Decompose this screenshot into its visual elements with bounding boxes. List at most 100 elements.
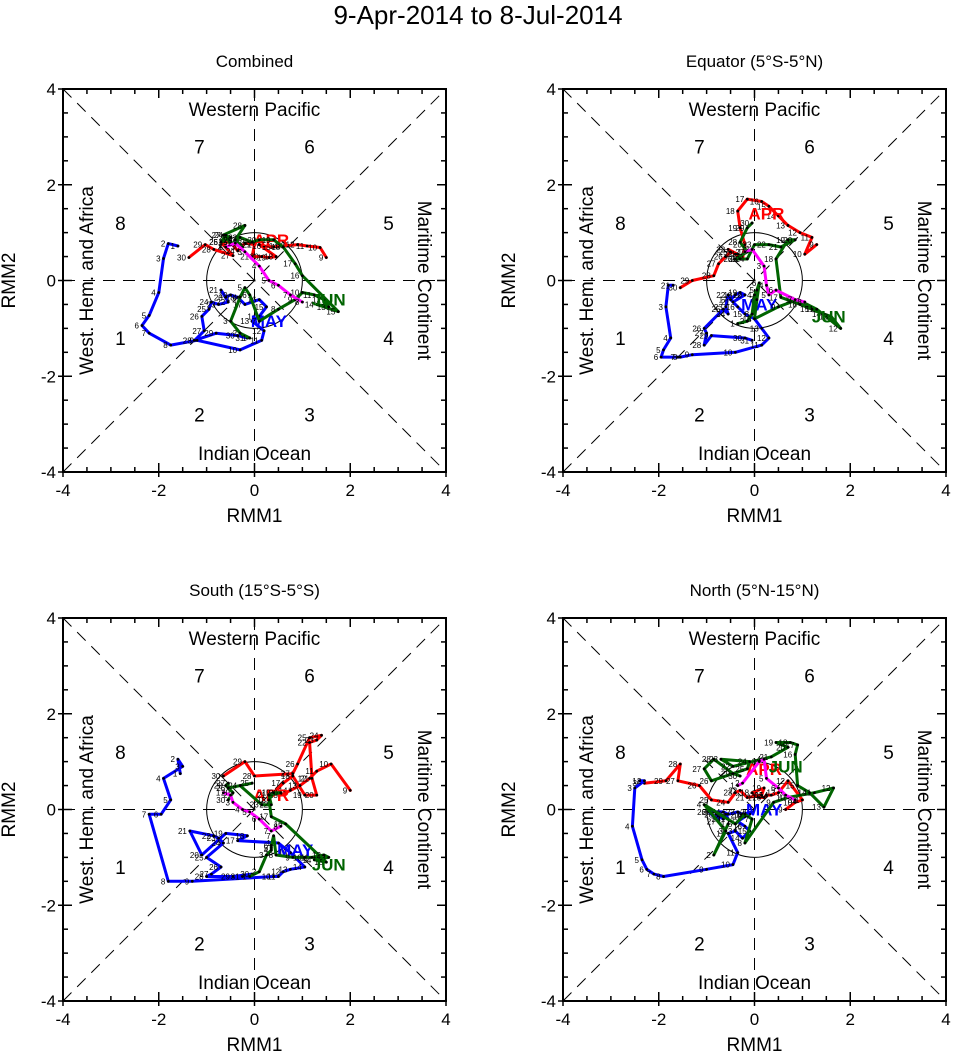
- track-jul: [224, 241, 304, 304]
- day-label: 31: [740, 336, 749, 345]
- track-point-jun: [257, 870, 261, 874]
- day-label: 17: [719, 296, 728, 305]
- track-point-may: [166, 879, 170, 883]
- day-label: 16: [290, 272, 299, 281]
- day-label: 16: [262, 789, 271, 798]
- day-label: 6: [135, 322, 140, 331]
- day-label: 9: [766, 798, 771, 807]
- track-point-apr: [308, 736, 311, 740]
- track-point-apr: [286, 244, 290, 247]
- track-point-may: [210, 872, 213, 876]
- track-point-apr: [296, 243, 299, 246]
- track-point-apr: [678, 762, 682, 766]
- day-label: 8: [269, 851, 274, 860]
- day-label: 14: [759, 791, 768, 800]
- day-label: 31: [231, 873, 240, 882]
- track-point-may: [678, 355, 682, 359]
- phase-number-2: 2: [694, 406, 705, 427]
- day-label: 26: [697, 808, 706, 817]
- day-label: 9: [809, 241, 814, 250]
- day-label: 13: [317, 853, 326, 862]
- day-label: 30: [632, 779, 641, 788]
- day-label: 23: [250, 801, 259, 810]
- day-label: 5: [728, 820, 733, 829]
- track-point-apr: [257, 243, 261, 246]
- day-label: 8: [797, 298, 802, 307]
- track-point-may: [147, 812, 151, 816]
- track-point-may: [214, 331, 218, 335]
- day-label: 1: [242, 334, 247, 343]
- day-label: 10: [776, 794, 785, 803]
- x-tick-label: 2: [846, 1010, 855, 1029]
- day-label: 25: [702, 808, 711, 817]
- track-point-apr: [262, 244, 266, 248]
- day-label: 29: [654, 777, 663, 786]
- track-point-jul: [233, 241, 237, 245]
- region-label-bottom: Indian Ocean: [198, 444, 311, 465]
- track-point-apr: [212, 247, 216, 251]
- phase-number-7: 7: [694, 666, 705, 687]
- x-axis-label: RMM1: [727, 1035, 783, 1056]
- day-label: 6: [154, 810, 159, 819]
- track-point-apr: [308, 776, 311, 780]
- day-label: 9: [190, 336, 195, 345]
- track-point-apr: [272, 245, 276, 249]
- track-point-may: [733, 829, 737, 833]
- day-label: 17: [247, 241, 256, 250]
- day-label: 10: [308, 243, 317, 252]
- day-label: 21: [178, 827, 187, 836]
- day-label: 6: [737, 810, 742, 819]
- track-point-jun: [238, 331, 242, 335]
- day-label: 20: [269, 789, 278, 798]
- track-point-jun: [226, 798, 230, 802]
- day-label: 14: [247, 312, 256, 321]
- track-point-may: [166, 242, 170, 246]
- day-label: 9: [319, 254, 324, 263]
- phase-number-4: 4: [383, 329, 394, 350]
- day-label: 2: [745, 245, 750, 254]
- day-label: 22: [726, 808, 735, 817]
- day-label: 24: [310, 731, 319, 740]
- day-label: 2: [170, 755, 175, 764]
- region-label-top: Western Pacific: [689, 629, 821, 650]
- track-point-may: [726, 832, 730, 835]
- track-point-may: [281, 870, 285, 874]
- day-label: 3: [223, 317, 228, 326]
- track-point-apr: [786, 224, 790, 227]
- day-label: 14: [767, 212, 776, 221]
- y-tick-label: -2: [541, 367, 556, 386]
- day-label: 13: [767, 789, 776, 798]
- day-label: 12: [829, 324, 838, 333]
- day-label: 1: [216, 789, 221, 798]
- day-label: 3: [627, 784, 632, 793]
- day-label: 1: [173, 770, 178, 779]
- track-point-jul: [784, 793, 788, 797]
- day-label: 20: [776, 743, 785, 752]
- phase-number-2: 2: [694, 935, 705, 956]
- day-label: 2: [637, 777, 642, 786]
- track-point-may: [277, 875, 280, 878]
- track-point-apr: [296, 762, 299, 766]
- track-point-jun: [777, 305, 780, 309]
- track-point-jun: [291, 855, 295, 859]
- day-label: 2: [223, 791, 228, 800]
- track-point-jun: [755, 298, 759, 302]
- phase-number-7: 7: [694, 137, 705, 158]
- track-point-apr: [762, 786, 766, 790]
- day-label: 22: [728, 786, 737, 795]
- panel-title: South (15°S-5°S): [189, 581, 320, 600]
- track-point-may: [642, 779, 646, 783]
- day-label: 24: [738, 758, 747, 767]
- track-point-may: [140, 324, 144, 327]
- day-label: 20: [305, 791, 314, 800]
- track-point-jun: [753, 317, 756, 321]
- day-label: 28: [692, 341, 701, 350]
- track-point-jun: [710, 779, 713, 783]
- day-label: 14: [293, 863, 302, 872]
- day-label: 30: [177, 254, 186, 263]
- x-tick-label: 2: [346, 481, 355, 500]
- y-tick-label: 4: [47, 80, 56, 99]
- track-point-may: [631, 824, 634, 828]
- phase-number-4: 4: [883, 329, 894, 350]
- track-point-jun: [789, 741, 792, 744]
